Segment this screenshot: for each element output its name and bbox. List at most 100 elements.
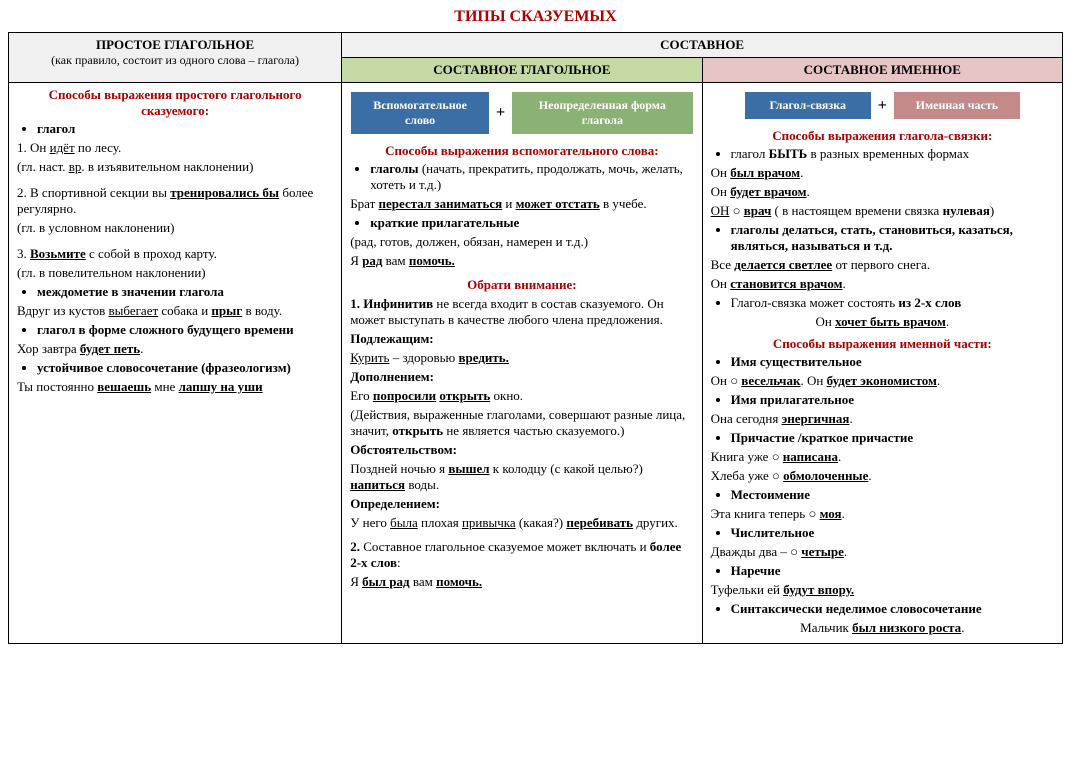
t: . в изъявительном наклонении): [81, 159, 253, 174]
t: ( в настоящем времени связка: [771, 203, 942, 218]
u: обмолоченные: [783, 468, 868, 483]
t: не является частью сказуемого.): [443, 423, 624, 438]
u: рад: [362, 253, 382, 268]
hdr-comp-verb: СОСТАВНОЕ ГЛАГОЛЬНОЕ: [342, 58, 702, 83]
b: открыть: [392, 423, 443, 438]
t: Я: [350, 574, 362, 589]
b: Наречие: [731, 563, 781, 578]
u: открыть: [439, 388, 490, 403]
t: от первого снега.: [832, 257, 930, 272]
b: Числительное: [731, 525, 815, 540]
u: будет петь: [80, 341, 140, 356]
b: Имя прилагательное: [731, 392, 854, 407]
box-aux: Вспомогательное слово: [350, 91, 490, 135]
t: вам: [410, 574, 436, 589]
c3-h1: Способы выражения глагола-связки:: [711, 128, 1054, 144]
b: БЫТЬ: [769, 146, 808, 161]
c2-h1: Способы выражения вспомогательного слова…: [350, 143, 693, 159]
c2-h2: Обрати внимание:: [350, 277, 693, 293]
u: привычка: [462, 515, 516, 530]
t: ): [990, 203, 994, 218]
b: Обстоятельством:: [350, 442, 457, 457]
u: был низкого роста: [852, 620, 961, 635]
t: .: [140, 341, 143, 356]
t: Его: [350, 388, 373, 403]
t: .: [849, 411, 852, 426]
u: будет врачом: [730, 184, 806, 199]
t: .: [807, 184, 810, 199]
plus-icon: +: [878, 97, 887, 115]
c1-b1: глагол: [37, 121, 75, 136]
t: .: [838, 449, 841, 464]
t: Все: [711, 257, 735, 272]
u: ОН: [711, 203, 730, 218]
b: устойчивое словосочетание (фразеологизм): [37, 360, 291, 375]
hdr-simple-sub: (как правило, состоит из одного слова – …: [17, 53, 333, 68]
t: Книга уже ○: [711, 449, 783, 464]
formula-verb: Вспомогательное слово + Неопределенная ф…: [350, 91, 693, 135]
b: краткие прилагательные: [370, 215, 519, 230]
b: Синтаксически неделимое словосочетание: [731, 601, 982, 616]
t: У него: [350, 515, 390, 530]
hdr-comp-nom: СОСТАВНОЕ ИМЕННОЕ: [702, 58, 1062, 83]
c1-h1: Способы выражения простого глагольного с…: [17, 87, 333, 119]
t: в разных временных формах: [807, 146, 969, 161]
u: энергичная: [782, 411, 850, 426]
t: 2. В спортивной секции вы: [17, 185, 170, 200]
b: 1. Инфинитив: [350, 296, 433, 311]
col-comp-verb: Вспомогательное слово + Неопределенная ф…: [342, 83, 702, 644]
t: Мальчик: [800, 620, 852, 635]
b: нулевая: [943, 203, 990, 218]
t: Я: [350, 253, 362, 268]
u: был врачом: [730, 165, 800, 180]
t: . Он: [800, 373, 826, 388]
t: (рад, готов, должен, обязан, намерен и т…: [350, 234, 693, 250]
u: четыре: [801, 544, 844, 559]
t: Поздней ночью я: [350, 461, 448, 476]
page-title: ТИПЫ СКАЗУЕМЫХ: [8, 8, 1063, 26]
t: Хлеба уже ○: [711, 468, 784, 483]
u: попросили: [373, 388, 436, 403]
u: была: [390, 515, 418, 530]
u: написана: [783, 449, 838, 464]
t: .: [842, 276, 845, 291]
plus-icon: +: [496, 104, 505, 122]
b: глагол в форме сложного будущего времени: [37, 322, 294, 337]
t: Он: [711, 276, 731, 291]
t: 1. Он: [17, 140, 50, 155]
u: лапшу на уши: [179, 379, 263, 394]
t: Она сегодня: [711, 411, 782, 426]
b: 2.: [350, 539, 360, 554]
t: Вдруг из кустов: [17, 303, 109, 318]
u: был рад: [362, 574, 410, 589]
t: .: [937, 373, 940, 388]
u: Курить: [350, 350, 389, 365]
t: в учебе.: [600, 196, 647, 211]
u: становится врачом: [730, 276, 842, 291]
hdr-compound: СОСТАВНОЕ: [342, 33, 1063, 58]
u: помочь.: [436, 574, 482, 589]
t: собака и: [158, 303, 211, 318]
t: (гл. в условном наклонении): [17, 220, 333, 236]
u: напиться: [350, 477, 405, 492]
t: .: [946, 314, 949, 329]
t: окно.: [490, 388, 523, 403]
b: Подлежащим:: [350, 331, 433, 346]
b: Дополнением:: [350, 369, 434, 384]
t: Туфельки ей: [711, 582, 784, 597]
t: Составное глагольное сказуемое может вкл…: [360, 539, 650, 554]
t: .: [842, 506, 845, 521]
t: Он ○: [711, 373, 742, 388]
t: :: [397, 555, 401, 570]
col-simple: Способы выражения простого глагольного с…: [9, 83, 342, 644]
b: Имя существительное: [731, 354, 862, 369]
t: .: [868, 468, 871, 483]
u: вр: [69, 159, 82, 174]
b: Причастие /краткое причастие: [731, 430, 914, 445]
t: других.: [633, 515, 678, 530]
u: будут впору.: [783, 582, 854, 597]
t: Брат: [350, 196, 378, 211]
box-nom: Именная часть: [893, 91, 1021, 120]
t: с собой в проход карту.: [86, 246, 217, 261]
t: (гл. в повелительном наклонении): [17, 265, 333, 281]
